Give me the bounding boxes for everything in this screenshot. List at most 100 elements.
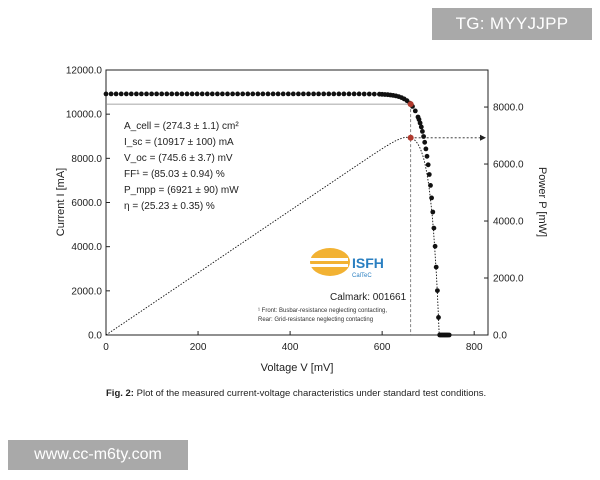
iv-data-point	[255, 91, 261, 97]
iv-data-point	[301, 91, 306, 97]
x-tick-label: 200	[190, 342, 207, 353]
y-right-tick-label: 0.0	[493, 331, 507, 342]
figure-caption: Fig. 2: Plot of the measured current-vol…	[106, 388, 486, 399]
iv-data-point	[341, 91, 347, 97]
iv-data-point	[164, 91, 170, 97]
iv-data-point	[432, 243, 438, 249]
iv-data-point	[366, 91, 372, 97]
iv-data-point	[422, 139, 428, 145]
x-axis-label: Voltage V [mV]	[261, 362, 334, 374]
iv-data-point	[113, 91, 119, 97]
logo-text: ISFH	[352, 255, 384, 271]
calmark-label: Calmark: 001661	[330, 292, 407, 303]
iv-data-point	[230, 91, 236, 97]
iv-data-point	[326, 91, 332, 97]
y-left-tick-label: 10000.0	[66, 110, 103, 121]
iv-data-point	[420, 129, 425, 134]
pmpp-arrow-head	[480, 134, 486, 141]
iv-data-point	[436, 315, 441, 320]
iv-data-point	[174, 91, 180, 97]
iv-data-point	[215, 91, 220, 97]
iv-data-point	[128, 91, 134, 97]
iv-data-point	[103, 91, 109, 97]
iv-data-point	[371, 91, 377, 97]
iv-data-point	[154, 91, 160, 97]
iv-data-point	[351, 91, 357, 97]
x-tick-label: 0	[103, 342, 109, 353]
iv-data-point	[184, 91, 190, 97]
iv-mpp-marker	[407, 101, 414, 108]
x-tick-label: 400	[282, 342, 299, 353]
iv-data-point	[321, 91, 327, 97]
iv-data-point	[235, 91, 241, 97]
iv-data-point	[429, 195, 434, 201]
caption-label: Fig. 2:	[106, 388, 134, 399]
iv-data-point	[421, 134, 426, 139]
iv-data-point	[134, 91, 139, 97]
annotation-efficiency: η = (25.23 ± 0.35) %	[124, 201, 215, 212]
iv-data-point	[245, 91, 251, 97]
iv-data-point	[265, 91, 271, 97]
iv-data-point	[331, 91, 337, 97]
iv-data-point	[433, 264, 439, 270]
logo-sun-shape	[310, 248, 350, 276]
footnote-line-1: ¹ Front: Busbar-resistance neglecting co…	[258, 308, 387, 314]
iv-data-point	[123, 91, 129, 97]
y-left-axis-label: Current I [mA]	[55, 168, 67, 236]
iv-data-point	[108, 91, 114, 97]
iv-data-point	[311, 91, 316, 97]
iv-data-point	[240, 91, 246, 97]
iv-data-point	[431, 225, 437, 231]
iv-data-point	[418, 124, 424, 130]
annotation-area: A_cell = (274.3 ± 1.1) cm²	[124, 121, 239, 132]
y-right-tick-label: 6000.0	[493, 160, 524, 171]
iv-data-point	[189, 91, 195, 97]
iv-data-point	[144, 91, 149, 97]
axis-ticks: 0 200 400 600 8000.02000.04000.06000.08000.0…	[66, 66, 524, 354]
iv-data-point	[435, 288, 440, 293]
iv-data-point	[139, 91, 144, 97]
y-left-tick-label: 4000.0	[71, 242, 102, 253]
iv-data-point	[290, 91, 296, 97]
iv-data-point	[209, 91, 215, 97]
iv-data-point	[316, 91, 321, 97]
y-right-tick-label: 8000.0	[493, 103, 524, 114]
watermark-badge-bottom: www.cc-m6ty.com	[8, 440, 188, 470]
iv-curve	[103, 91, 452, 338]
iv-data-point	[428, 183, 433, 188]
iv-data-point	[179, 91, 185, 97]
y-left-tick-label: 6000.0	[71, 198, 102, 209]
iv-data-point	[425, 162, 431, 168]
logo-stripe	[310, 258, 348, 261]
iv-data-point	[285, 91, 291, 97]
iv-data-point	[250, 91, 256, 97]
iv-data-point	[412, 108, 418, 114]
iv-data-point	[417, 120, 423, 126]
iv-data-point	[149, 91, 155, 97]
y-left-tick-label: 12000.0	[66, 66, 103, 77]
power-curve	[105, 136, 450, 336]
iv-data-point	[225, 91, 230, 97]
iv-data-point	[169, 91, 175, 97]
iv-data-point	[346, 91, 352, 97]
y-left-tick-label: 0.0	[88, 331, 102, 342]
annotation-isc: I_sc = (10917 ± 100) mA	[124, 137, 234, 148]
watermark-badge-top: TG: MYYJJPP	[432, 8, 592, 40]
iv-data-point	[430, 209, 436, 215]
iv-data-point	[306, 91, 311, 97]
parameter-annotations: A_cell = (274.3 ± 1.1) cm² I_sc = (10917…	[124, 121, 239, 212]
iv-data-point	[260, 91, 266, 97]
x-tick-label: 800	[466, 342, 483, 353]
annotation-ff: FF¹ = (85.03 ± 0.94) %	[124, 169, 225, 180]
iv-data-point	[423, 146, 429, 152]
iv-chart: Current I [mA] Power P [mW] Voltage V [m…	[55, 66, 548, 400]
power-curve-line	[105, 136, 450, 336]
iv-data-point	[356, 91, 362, 97]
iv-data-point	[194, 91, 200, 97]
iv-data-point	[361, 91, 367, 97]
iv-data-point	[199, 91, 205, 97]
iv-data-point	[275, 91, 281, 97]
logo-stripe	[310, 264, 348, 267]
y-right-axis-label: Power P [mW]	[536, 167, 548, 237]
isfh-logo: ISFH CalTeC	[310, 248, 384, 279]
